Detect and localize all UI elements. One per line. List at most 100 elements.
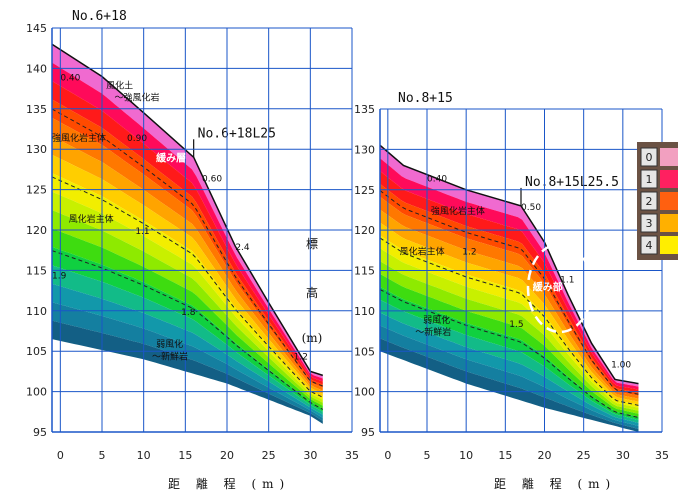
ground-layer-band [52,228,323,409]
zone-boundary [51,250,324,410]
ground-layer-band [52,191,323,403]
ground-layer-band [380,235,639,408]
legend-color [660,170,678,188]
ground-layer-band [52,117,323,391]
zone-annotation: 0.90 [127,134,147,144]
ground-layer-band [380,196,639,399]
zone-annotation: 0.60 [202,175,222,185]
x-tick-label: 10 [137,449,151,462]
y-axis-label-char: (m) [302,331,323,345]
x-tick-label: 15 [178,449,192,462]
zone-annotation: 強風化岩主体 [431,205,485,217]
zone-annotation: 1.8 [181,308,196,318]
ground-layer-band [380,286,639,420]
ground-layer-band [52,246,323,412]
ground-layer-band [52,44,323,379]
legend-swatch [640,147,658,167]
ground-layer-band [52,99,323,388]
ground-layer-band [380,183,639,396]
borehole-label: No.6+18L25 [198,126,276,141]
zone-annotation: 2.4 [235,243,250,253]
x-tick-label: 20 [220,449,234,462]
grid [52,27,353,433]
y-tick-label: 110 [354,305,375,318]
x-tick-label: 0 [57,449,64,462]
legend-swatch [640,235,658,255]
legend-label: 3 [646,217,653,230]
y-tick-label: 115 [26,264,47,277]
x-tick-label: 30 [303,449,317,462]
ground-layer-band [52,283,323,418]
y-tick-label: 100 [354,386,375,399]
legend-color [660,192,678,210]
ground-layer-band [380,261,639,414]
legend-label: 4 [646,239,653,252]
legend-swatch [640,169,658,189]
zone-annotation: 1.2 [294,352,308,362]
zone-annotation: 0.40 [427,175,447,185]
chart-title: No.8+15 [398,91,453,106]
legend-label: 1 [646,173,653,186]
y-axis-label-char: 高 [306,285,318,300]
y-tick-label: 125 [354,184,375,197]
zone-annotation: 1.00 [611,360,631,370]
zone-boundary [379,237,639,406]
x-tick-label: 20 [538,449,552,462]
ground-layer-band [52,320,323,424]
x-axis-label: 距 離 程 (m) [494,476,616,491]
zone-annotation: ～新鮮岩 [415,326,451,338]
y-tick-label: 135 [26,103,47,116]
x-tick-label: 35 [345,449,359,462]
x-tick-label: 35 [655,449,669,462]
x-tick-label: 30 [616,449,630,462]
ground-layer-band [380,158,639,390]
y-tick-label: 105 [354,345,375,358]
y-tick-label: 145 [26,22,47,35]
legend-swatch [640,191,658,211]
zone-boundary [379,190,639,395]
y-tick-label: 125 [26,184,47,197]
y-tick-label: 130 [354,143,375,156]
ground-color-layers: No.6+18L25 [51,43,324,424]
zone-annotation: 緩み部 [533,281,563,294]
legend-color [660,236,678,254]
ground-layer-band [380,338,639,432]
y-axis-label: 標高 (m) [302,237,323,345]
zone-annotation: ～新鮮岩 [152,350,188,362]
legend-color [660,148,678,166]
y-tick-label: 105 [26,345,47,358]
zone-annotation: 緩み層 [156,151,186,164]
ground-layer-band [52,136,323,394]
chart-no-6-18: No.6+18 No.6+18L25 0 5 10 15 20 25 30 35 95 100 10… [26,9,359,491]
zone-annotation: 0.40 [60,74,80,84]
zone-annotation: 1.9 [52,271,67,281]
ground-layer-band [380,171,639,393]
ground-layer-band [380,248,639,411]
axes: 0 5 10 15 20 25 30 35 95 100 105 110 115 120 125 130 135… [26,22,359,462]
zone-annotation: 1.2 [462,247,476,257]
color-legend-sample: 0 1 2 3 4 [637,142,678,260]
zone-annotation: 弱風化 [156,338,183,350]
legend-color [660,214,678,232]
zone-annotation: 1.1 [135,227,149,237]
ground-surface-line [51,43,324,377]
zone-annotation: ～強風化岩 [115,92,160,104]
ground-layer-band [52,62,323,382]
ground-layer-band [52,265,323,415]
zone-annotation: 風化岩主体 [400,245,445,257]
y-tick-label: 140 [26,62,47,75]
ground-layer-band [380,274,639,417]
y-tick-label: 120 [26,224,47,237]
ground-layer-band [52,154,323,397]
borehole-label: No.8+15L25.5 [525,175,619,190]
zone-annotation: 1.5 [509,320,523,330]
ground-layer-band [52,81,323,385]
zone-annotation: 1.1 [560,276,574,286]
zone-annotation: 弱風化 [423,314,450,326]
y-tick-label: 100 [26,386,47,399]
legend-label: 0 [646,151,653,164]
x-axis-label: 距 離 程 (m) [168,476,290,491]
